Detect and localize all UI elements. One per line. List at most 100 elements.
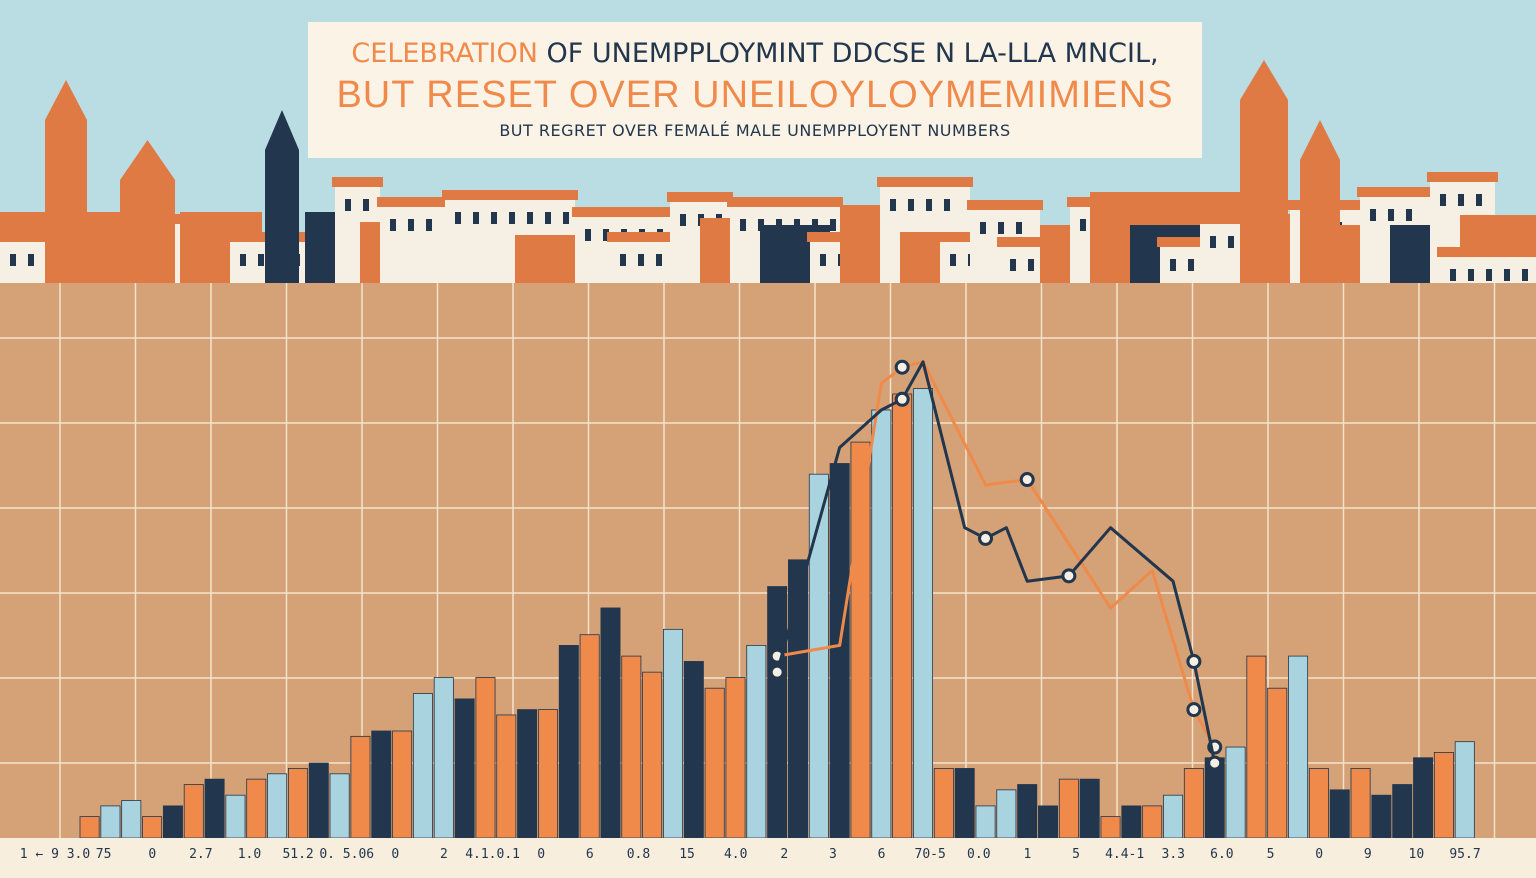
series-line [776, 360, 1217, 748]
city-skyline [0, 60, 1536, 283]
building-window [455, 212, 461, 224]
x-tick-label: 0.0 [967, 847, 990, 862]
series-point [1061, 568, 1077, 584]
bar [954, 768, 975, 839]
building-window [1522, 269, 1528, 281]
bar [287, 768, 308, 839]
x-tick-label: 0 [537, 847, 545, 862]
x-tick-labels: 1 ← 9 3.0 75 0 2.7 1.0 51.2 0. 5.06 0 2 4.1.0.1 0 6… [0, 838, 1536, 878]
building-window [345, 199, 351, 211]
bar [454, 698, 475, 839]
x-tick-label: 4.1.0.1 [465, 847, 520, 862]
x-tick-label: 1 ← 9 3.0 [20, 847, 90, 862]
building-window [1228, 236, 1234, 248]
building-window [1028, 259, 1034, 271]
building-window [390, 219, 396, 231]
building-window [908, 199, 914, 211]
bar [1038, 805, 1059, 839]
bar [412, 693, 433, 839]
bar [871, 409, 892, 839]
building-window [1188, 259, 1194, 271]
building-window [527, 212, 533, 224]
chart-subtitle: BUT REGRET OVER FEMALÉ MALE UNEMPPLOYENT… [499, 121, 1011, 140]
building-window [740, 219, 746, 231]
x-tick-label: 75 [96, 847, 112, 862]
building-window [10, 254, 16, 266]
building-window [944, 199, 950, 211]
building-window [545, 212, 551, 224]
bar [162, 805, 183, 839]
title-banner: CELEBRATION OF UNEMPPLOYMINT DDCSE N LA-… [308, 22, 1202, 158]
bars [79, 388, 1475, 839]
building-window [603, 229, 609, 241]
bar [392, 730, 413, 839]
bar [1350, 768, 1371, 839]
x-tick-label: 3.3 [1162, 847, 1185, 862]
church-tower [1240, 100, 1288, 283]
bar [767, 586, 788, 839]
bar [579, 634, 600, 839]
x-tick-label: 0.8 [627, 847, 650, 862]
bar [225, 794, 246, 839]
x-tick-label: 4.0 [724, 847, 747, 862]
building-roof [332, 177, 383, 187]
x-tick-label: 9 [1364, 847, 1372, 862]
bar [1079, 778, 1100, 839]
bar [267, 773, 288, 839]
x-tick-label: 0 [1315, 847, 1323, 862]
bar [850, 441, 871, 839]
building-roof [572, 207, 678, 217]
bar [1183, 768, 1204, 839]
bar [558, 645, 579, 839]
x-tick-label: 2 [780, 847, 788, 862]
bar [142, 816, 163, 839]
building-window [363, 199, 369, 211]
series-point [1207, 755, 1223, 771]
bar [1433, 752, 1454, 839]
building-window [1370, 209, 1376, 221]
bar [642, 671, 663, 839]
x-tick-label: 6 [586, 847, 594, 862]
bar [1371, 794, 1392, 839]
building-window [1450, 269, 1456, 281]
series-point [1186, 702, 1202, 718]
bar [475, 677, 496, 839]
series-line [775, 360, 1217, 764]
x-tick-label: 70-5 [915, 847, 946, 862]
bar [1454, 741, 1475, 839]
tower-spire [1240, 60, 1288, 100]
title-accent-word: CELEBRATION [351, 38, 538, 69]
bar [100, 805, 121, 839]
building-roof [607, 232, 703, 242]
x-tick-label: 51.2 [282, 847, 313, 862]
bar [1288, 655, 1309, 839]
bar [704, 687, 725, 839]
bar [1246, 655, 1267, 839]
x-tick-label: 15 [679, 847, 695, 862]
bar [975, 805, 996, 839]
bar [600, 607, 621, 839]
building-window [1388, 209, 1394, 221]
building-window [1016, 222, 1022, 234]
series-point [1186, 653, 1202, 669]
building-roof [727, 197, 843, 207]
building-window [1406, 209, 1412, 221]
building-roof [877, 177, 973, 187]
title-rest: OF UNEMPPLOYMINT DDCSE N LA-LLA MNCIL, [537, 38, 1159, 69]
x-axis-strip [0, 838, 1536, 878]
building [380, 205, 445, 283]
bar [246, 778, 267, 839]
x-tick-label: 1.0 [238, 847, 261, 862]
building-window [638, 254, 644, 266]
series-point [894, 359, 910, 375]
building-window [1486, 269, 1492, 281]
church-tower [120, 180, 175, 283]
building-roof [0, 232, 63, 242]
x-tick-label: 4.4-1 [1105, 847, 1144, 862]
x-tick-label: 5 [1267, 847, 1275, 862]
building-window [1010, 259, 1016, 271]
building-roof [1357, 187, 1433, 197]
bar [517, 709, 538, 839]
bar [1267, 687, 1288, 839]
building-window [820, 254, 826, 266]
